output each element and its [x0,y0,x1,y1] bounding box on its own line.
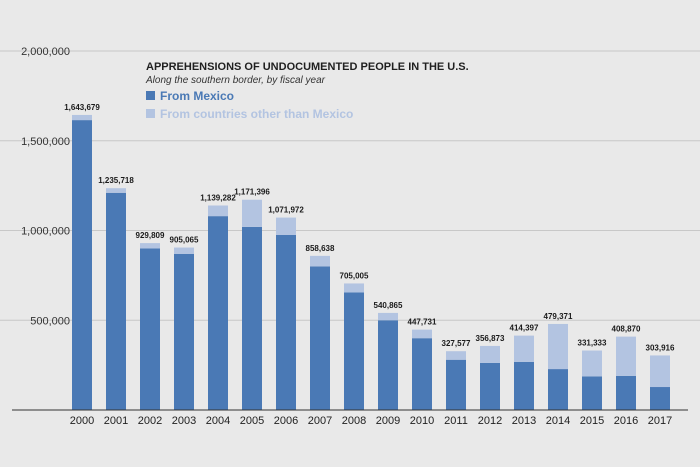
bar-from-mexico [174,253,194,410]
bar-other-countries [344,283,364,293]
total-labels: 1,643,679 1,235,718 929,809 905,065 1,139,28… [64,103,675,352]
chart-title: APPREHENSIONS OF UNDOCUMENTED PEOPLE IN … [146,61,469,73]
bar-other-countries [514,335,534,362]
chart-subtitle: Along the southern border, by fiscal yea… [145,75,326,86]
legend-swatch-from-mexico [146,91,155,100]
bar-from-mexico [242,226,262,410]
x-tick-label: 2007 [308,415,332,427]
total-label: 331,333 [578,339,607,348]
total-label: 408,870 [612,325,641,334]
bar-from-mexico [208,216,228,410]
x-tick-label: 2008 [342,415,366,427]
total-label: 1,071,972 [268,206,304,215]
x-tick-label: 2006 [274,415,298,427]
bar-from-mexico [480,362,500,410]
x-tick-label: 2002 [138,415,162,427]
bar-from-mexico [650,387,670,410]
total-label: 929,809 [136,231,165,240]
y-tick-label: 2,000,000 [21,46,70,58]
x-tick-label: 2012 [478,415,502,427]
bar-from-mexico [276,234,296,410]
x-tick-label: 2009 [376,415,400,427]
total-label: 1,139,282 [200,193,236,202]
bar-other-countries [480,345,500,363]
bar-other-countries [72,114,92,121]
x-tick-label: 2010 [410,415,434,427]
bar-other-countries [582,350,602,377]
total-label: 479,371 [544,312,573,321]
bar-from-mexico [344,292,364,410]
y-axis: 500,000 1,000,000 1,500,000 2,000,000 [21,46,70,327]
x-tick-label: 2004 [206,415,230,427]
bar-from-mexico [446,359,466,410]
bar-from-mexico [616,375,636,410]
title-block: APPREHENSIONS OF UNDOCUMENTED PEOPLE IN … [145,61,469,86]
total-label: 1,643,679 [64,103,100,112]
x-tick-label: 2011 [444,415,468,427]
x-tick-label: 2013 [512,415,536,427]
bars [72,114,670,411]
bar-other-countries [412,329,432,339]
x-axis: 2000 2001 2002 2003 2004 2005 2006 2007 2008 2009… [12,409,688,427]
total-label: 447,731 [408,318,437,327]
total-label: 414,397 [510,324,539,333]
bar-other-countries [310,255,330,267]
bar-other-countries [378,312,398,321]
bar-from-mexico [548,369,568,410]
bar-from-mexico [582,376,602,410]
x-tick-label: 2014 [546,415,570,427]
bar-from-mexico [514,361,534,410]
total-label: 1,235,718 [98,176,134,185]
bar-other-countries [276,217,296,235]
bar-other-countries [106,188,126,193]
bar-from-mexico [378,320,398,410]
bar-other-countries [174,247,194,254]
total-label: 303,916 [646,343,675,352]
total-label: 540,865 [374,301,403,310]
total-label: 858,638 [306,244,335,253]
legend-swatch-other-countries [146,109,155,118]
bar-other-countries [650,355,670,388]
bar-from-mexico [72,120,92,411]
bar-from-mexico [140,248,160,410]
total-label: 705,005 [340,271,369,280]
bar-from-mexico [310,266,330,410]
x-tick-label: 2016 [614,415,638,427]
bar-other-countries [208,205,228,217]
bar-other-countries [616,336,636,376]
legend-label-from-mexico: From Mexico [160,89,234,103]
x-tick-label: 2017 [648,415,672,427]
legend: From Mexico From countries other than Me… [146,89,353,121]
total-label: 905,065 [170,236,199,245]
bar-from-mexico [412,338,432,410]
y-tick-label: 1,000,000 [21,226,70,238]
bar-other-countries [242,199,262,227]
x-tick-label: 2015 [580,415,604,427]
x-tick-label: 2001 [104,415,128,427]
bar-from-mexico [106,192,126,410]
bar-other-countries [140,243,160,249]
bar-other-countries [446,351,466,360]
legend-label-other-countries: From countries other than Mexico [160,107,353,121]
x-tick-label: 2005 [240,415,264,427]
x-tick-label: 2000 [70,415,94,427]
total-label: 1,171,396 [234,188,270,197]
y-tick-label: 1,500,000 [21,136,70,148]
x-tick-label: 2003 [172,415,196,427]
total-label: 327,577 [442,339,471,348]
total-label: 356,873 [476,334,505,343]
y-tick-label: 500,000 [30,315,70,327]
bar-other-countries [548,323,568,370]
